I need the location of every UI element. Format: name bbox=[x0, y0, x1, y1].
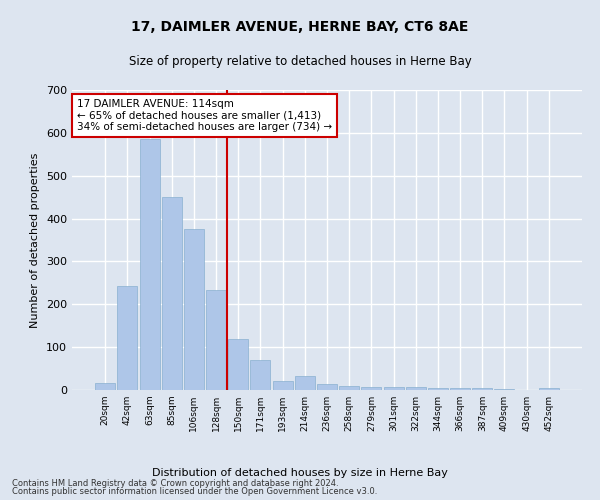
Bar bbox=[250, 360, 271, 390]
Text: Distribution of detached houses by size in Herne Bay: Distribution of detached houses by size … bbox=[152, 468, 448, 477]
Bar bbox=[494, 389, 514, 390]
Text: Contains HM Land Registry data © Crown copyright and database right 2024.: Contains HM Land Registry data © Crown c… bbox=[12, 478, 338, 488]
Bar bbox=[206, 290, 226, 390]
Bar bbox=[95, 382, 115, 390]
Bar bbox=[184, 230, 204, 390]
Text: 17, DAIMLER AVENUE, HERNE BAY, CT6 8AE: 17, DAIMLER AVENUE, HERNE BAY, CT6 8AE bbox=[131, 20, 469, 34]
Bar bbox=[118, 286, 137, 390]
Bar bbox=[272, 380, 293, 390]
Bar bbox=[228, 338, 248, 390]
Bar bbox=[472, 388, 492, 390]
Bar bbox=[450, 388, 470, 390]
Bar bbox=[428, 388, 448, 390]
Text: 17 DAIMLER AVENUE: 114sqm
← 65% of detached houses are smaller (1,413)
34% of se: 17 DAIMLER AVENUE: 114sqm ← 65% of detac… bbox=[77, 99, 332, 132]
Bar bbox=[162, 197, 182, 390]
Bar bbox=[361, 386, 382, 390]
Y-axis label: Number of detached properties: Number of detached properties bbox=[31, 152, 40, 328]
Bar bbox=[295, 376, 315, 390]
Bar bbox=[539, 388, 559, 390]
Bar bbox=[339, 386, 359, 390]
Text: Size of property relative to detached houses in Herne Bay: Size of property relative to detached ho… bbox=[128, 55, 472, 68]
Bar bbox=[140, 140, 160, 390]
Bar bbox=[383, 386, 404, 390]
Bar bbox=[406, 387, 426, 390]
Bar bbox=[317, 384, 337, 390]
Text: Contains public sector information licensed under the Open Government Licence v3: Contains public sector information licen… bbox=[12, 487, 377, 496]
